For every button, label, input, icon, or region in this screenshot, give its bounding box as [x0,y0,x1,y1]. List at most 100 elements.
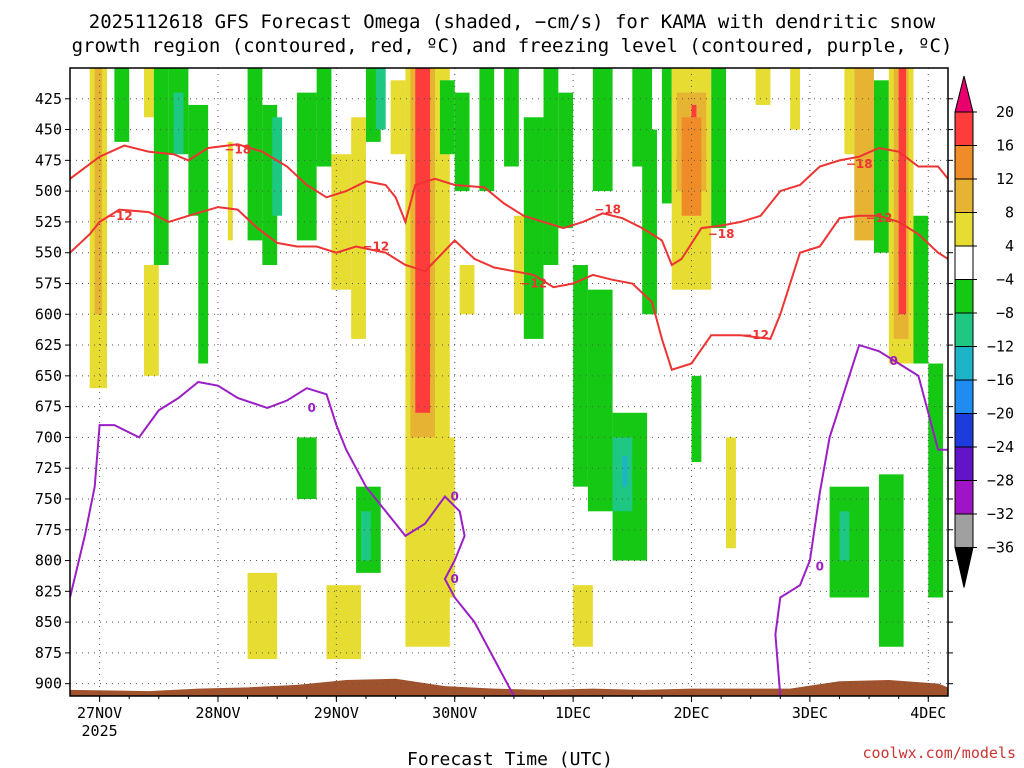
chart-title-line1: 2025112618 GFS Forecast Omega (shaded, −… [89,11,936,33]
omega-region [711,68,727,229]
omega-region [351,117,366,339]
omega-region [227,141,233,241]
colorbar-label: 16 [996,137,1014,155]
omega-region [361,511,371,561]
colorbar-swatch [954,379,974,414]
y-tick-label: 850 [35,613,62,631]
y-tick-label: 900 [35,675,62,693]
colorbar-swatch [954,446,974,481]
y-tick-label: 475 [35,151,62,169]
colorbar-label: −8 [996,304,1014,322]
omega-region [543,68,559,266]
x-tick-label: 30NOV [432,704,477,722]
omega-region [143,68,154,118]
omega-region [439,80,455,155]
colorbar-swatch [954,312,974,347]
omega-region [844,68,855,155]
y-tick-label: 625 [35,336,62,354]
colorbar: 20 16 12 8 4 −4 −8 −12 −16 −20 −24 −28 −32 −36 [954,75,1014,588]
x-tick-label: 3DEC [792,704,828,722]
contour-label: −18 [846,157,873,171]
colorbar-swatch [954,413,974,448]
contour-label: 0 [308,401,316,415]
colorbar-label: −36 [987,539,1014,557]
omega-region [375,68,386,130]
omega-region [479,68,495,192]
y-tick-label: 550 [35,244,62,262]
omega-region [114,68,130,142]
contour-label: −18 [708,227,735,241]
omega-region [153,68,169,266]
y-tick-label: 725 [35,459,62,477]
colorbar-label: 12 [996,170,1014,188]
omega-region [573,585,593,647]
colorbar-top-arrow [954,75,974,113]
y-tick-label: 450 [35,121,62,139]
contour-label: 0 [451,572,459,586]
omega-region [790,68,801,130]
omega-region [247,572,278,660]
plot-frame [69,67,949,697]
omega-region [642,129,657,315]
colorbar-bottom-arrow [954,547,974,588]
contour-label: −12 [742,328,769,342]
y-tick-label: 750 [35,490,62,508]
omega-region [587,289,613,512]
y-tick-label: 600 [35,305,62,323]
y-tick-label: 775 [35,521,62,539]
y-tick-label: 800 [35,552,62,570]
y-tick-label: 825 [35,582,62,600]
omega-region [661,68,672,204]
plot-area: −18 −18 −18 −18 −12 −12 −12 −12 −12 0 0 0 0 0 425 450 47… [35,67,953,740]
colorbar-swatch [954,279,974,314]
x-tick-label: 27NOV [77,704,122,722]
contour-label: 0 [816,560,824,574]
omega-region [247,68,263,241]
omega-region [316,68,332,167]
colorbar-swatch [954,245,974,280]
omega-region [390,80,406,155]
omega-region [913,215,929,364]
omega-region [94,68,103,315]
omega-region [755,68,771,105]
contour-label: −12 [866,211,893,225]
omega-region [691,375,702,463]
x-tick-label: 28NOV [195,704,240,722]
omega-region [513,215,524,315]
colorbar-swatch [954,178,974,213]
omega-region [558,92,574,229]
contour-lines: −18 −18 −18 −18 −12 −12 −12 −12 −12 0 0 0 0 0 [70,142,948,696]
terrain-ground [70,678,948,696]
contour-line [70,206,948,371]
colorbar-label: −12 [987,338,1014,356]
omega-region [726,437,736,549]
colorbar-label: −4 [996,271,1014,289]
omega-region [928,363,944,598]
y-tick-label: 500 [35,182,62,200]
omega-region [839,511,850,561]
x-tick-label: 4DEC [910,704,946,722]
contour-label: −12 [362,240,389,254]
colorbar-label: 4 [1005,237,1014,255]
omega-region [459,265,475,315]
contour-label: −18 [594,203,621,217]
omega-region [143,265,159,376]
omega-region [296,437,317,499]
chart-title-line2: growth region (contoured, red, ºC) and f… [72,35,953,57]
omega-region [878,474,904,647]
colorbar-label: −32 [987,505,1014,523]
x-tick-label: 29NOV [314,704,359,722]
y-tick-label: 875 [35,644,62,662]
omega-region [691,104,697,118]
grid [70,68,948,696]
contour-label: 0 [890,354,898,368]
colorbar-swatch [954,145,974,180]
colorbar-label: −16 [987,371,1014,389]
contour-line [70,380,515,696]
y-tick-label: 525 [35,213,62,231]
credit-text: coolwx.com/models [862,744,1016,762]
y-tick-label: 575 [35,274,62,292]
contour-label: −12 [106,209,133,223]
omega-region [898,68,907,315]
